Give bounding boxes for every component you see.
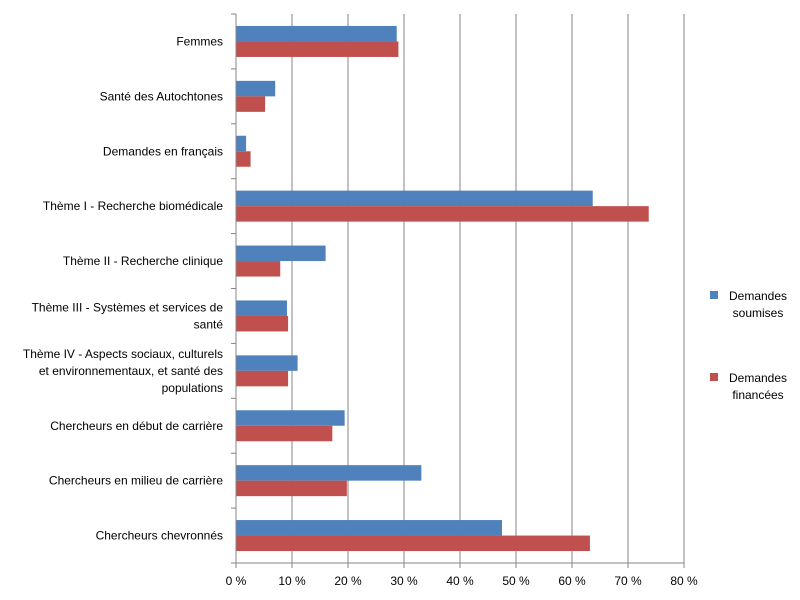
bar-funded: [236, 151, 251, 167]
legend-label: Demandes: [729, 371, 787, 385]
category-label: Demandes en français: [103, 144, 223, 158]
category-label: Femmes: [176, 34, 223, 48]
category-label: populations: [162, 381, 223, 395]
x-tick-label: 10 %: [278, 574, 306, 588]
x-tick-label: 30 %: [390, 574, 418, 588]
category-label: et environnementaux, et santé des: [39, 364, 223, 378]
bar-funded: [236, 206, 649, 222]
category-label: Chercheurs chevronnés: [96, 529, 223, 543]
axes: [231, 13, 685, 568]
bar-submitted: [236, 245, 326, 262]
category-label: Thème III - Systèmes et services de: [32, 300, 224, 314]
bar-submitted: [236, 355, 298, 371]
category-label: santé: [194, 317, 224, 331]
x-tick-label: 20 %: [334, 574, 362, 588]
legend-label: financées: [732, 388, 783, 402]
category-label: Thème IV - Aspects sociaux, culturels: [23, 347, 223, 361]
bar-submitted: [236, 190, 593, 207]
bar-funded: [236, 41, 399, 57]
x-tick-label: 0 %: [226, 574, 247, 588]
bar-funded: [236, 535, 590, 552]
bar-submitted: [236, 465, 422, 481]
gridlines: [291, 14, 685, 563]
category-label: Thème I - Recherche biomédicale: [43, 199, 223, 213]
bar-funded: [236, 96, 266, 112]
tick-labels: 0 % 10 % 20 % 30 % 40 % 50 % 60 % 70 % 80 %: [226, 574, 698, 588]
bar-submitted: [236, 410, 345, 426]
category-label: Chercheurs en milieu de carrière: [49, 474, 223, 488]
legend-swatch: [710, 291, 718, 299]
bar-submitted: [236, 300, 287, 316]
bars: [236, 25, 649, 552]
bar-submitted: [236, 520, 502, 536]
bar-submitted: [236, 25, 397, 42]
x-tick-label: 70 %: [614, 574, 642, 588]
bar-funded: [236, 425, 333, 442]
x-tick-label: 50 %: [502, 574, 530, 588]
legend-swatch: [710, 373, 718, 381]
legend-label: Demandes: [729, 289, 787, 303]
bar-funded: [236, 315, 289, 332]
legend-label: soumises: [733, 306, 784, 320]
x-tick-label: 60 %: [558, 574, 586, 588]
bar-submitted: [236, 135, 247, 152]
bar-funded: [236, 261, 281, 277]
legend: Demandes soumises Demandes financées: [710, 289, 787, 402]
x-tick-label: 80 %: [670, 574, 698, 588]
bar-submitted: [236, 80, 276, 97]
category-labels: Femmes Santé des Autochtones Demandes en f…: [23, 34, 223, 542]
bar-funded: [236, 480, 347, 497]
category-label: Thème II - Recherche clinique: [63, 254, 223, 268]
category-label: Chercheurs en début de carrière: [50, 419, 223, 433]
bar-funded: [236, 370, 289, 387]
x-tick-label: 40 %: [446, 574, 474, 588]
category-label: Santé des Autochtones: [100, 89, 223, 103]
